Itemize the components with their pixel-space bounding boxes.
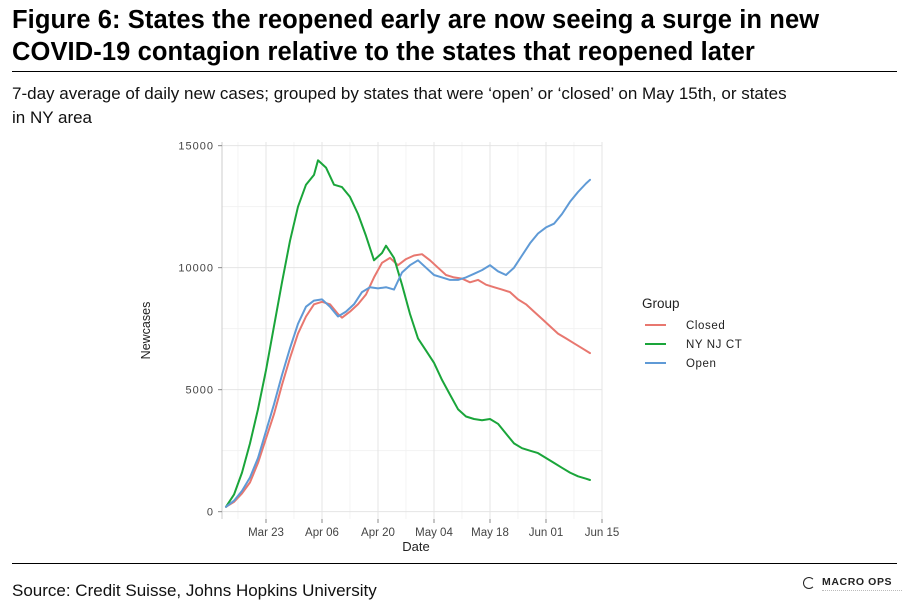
macro-ops-logo: MACRO OPS (803, 575, 903, 597)
legend-title: Group (642, 296, 680, 311)
legend-label: NY NJ CT (686, 339, 742, 351)
legend-label: Open (686, 358, 717, 370)
footer-divider (12, 563, 897, 564)
y-tick-label: 0 (207, 507, 214, 519)
y-axis-title: Newcases (139, 302, 153, 360)
series-line-open (225, 178, 591, 508)
legend-label: Closed (686, 320, 725, 332)
x-tick-label: Jun 15 (585, 527, 620, 539)
subtitle-line-2: in NY area (12, 108, 93, 127)
figure-title-line-2: COVID-19 contagion relative to the state… (12, 38, 755, 66)
series-line-ny-nj-ct (225, 159, 591, 508)
x-tick-label: Apr 20 (361, 527, 395, 539)
x-tick-label: May 04 (415, 527, 453, 539)
logo-tagline-rule (822, 590, 902, 593)
x-tick-label: Apr 06 (305, 527, 339, 539)
figure-title: Figure 6: States the reopened early are … (12, 4, 902, 68)
title-divider (12, 71, 897, 72)
x-tick-label: Jun 01 (529, 527, 564, 539)
source-note: Source: Credit Suisse, Johns Hopkins Uni… (12, 581, 377, 600)
x-tick-label: Mar 23 (248, 527, 284, 539)
figure-title-line-1: Figure 6: States the reopened early are … (12, 6, 820, 34)
y-tick-label: 15000 (178, 141, 214, 153)
logo-text: MACRO OPS (822, 576, 893, 588)
x-tick-label: May 18 (471, 527, 509, 539)
plot-panel (222, 142, 602, 519)
y-tick-label: 10000 (178, 263, 214, 275)
series-line-closed (225, 253, 591, 508)
logo-ring-icon (803, 577, 815, 589)
y-tick-label: 5000 (186, 385, 214, 397)
figure-subtitle: 7-day average of daily new cases; groupe… (12, 82, 902, 130)
subtitle-line-1: 7-day average of daily new cases; groupe… (12, 84, 787, 103)
x-axis-title: Date (402, 539, 429, 554)
